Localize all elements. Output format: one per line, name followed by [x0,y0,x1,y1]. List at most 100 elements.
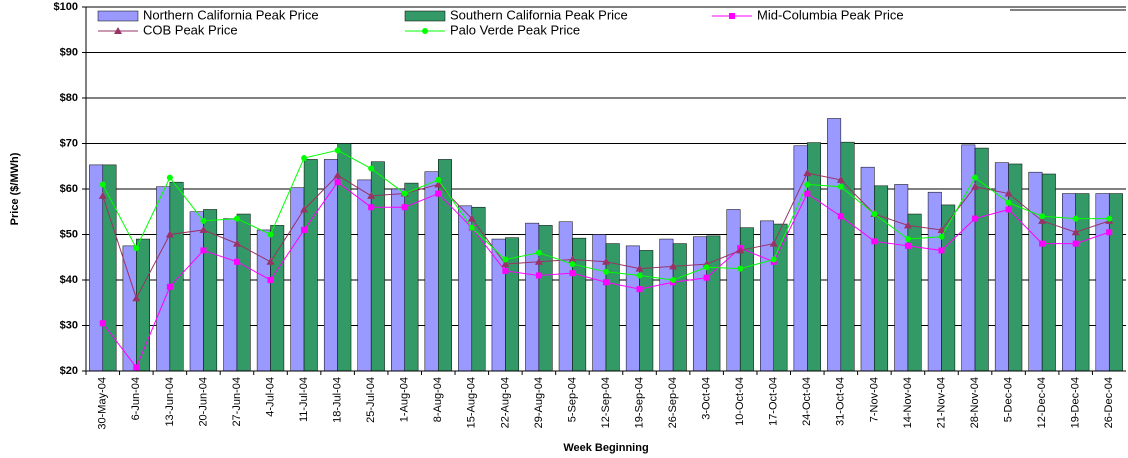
bar [726,209,741,372]
x-tick-label: 12-Sep-04 [600,377,612,428]
marker [301,226,308,233]
marker [938,247,945,254]
marker [535,272,542,279]
x-tick-label: 8-Aug-04 [432,377,444,422]
bar [793,145,808,372]
bar [840,141,855,372]
bar [827,118,842,372]
marker [1005,199,1012,206]
bar [538,225,553,372]
marker [133,364,140,371]
marker [1072,215,1079,222]
y-tick-label: $30 [60,319,78,331]
x-tick-label: 14-Nov-04 [902,377,914,428]
legend-label: COB Peak Price [143,22,238,37]
x-tick-label: 20-Jun-04 [197,377,209,427]
marker [603,279,609,286]
x-tick-label: 28-Nov-04 [969,377,981,428]
y-tick-label: $40 [60,274,78,286]
marker [804,181,811,188]
marker [199,225,208,233]
x-tick-label: 10-Oct-04 [734,377,746,426]
marker [1039,240,1046,247]
marker [266,257,275,265]
legend-swatch [97,10,139,22]
marker [568,255,577,263]
marker [836,175,845,183]
x-tick-label: 26-Dec-04 [1103,377,1115,428]
bar [927,191,942,372]
marker [972,215,979,222]
bar [156,186,171,372]
marker [871,238,878,245]
marker [803,169,812,177]
legend-label: Northern California Peak Price [143,7,319,22]
marker [703,264,710,271]
y-tick-label: $60 [60,183,78,195]
bar [692,236,707,372]
x-tick-label: 6-Jun-04 [130,377,142,420]
marker [467,214,476,222]
marker [401,190,408,197]
marker [670,277,677,283]
marker [1038,216,1047,224]
marker [166,283,173,290]
legend-marker [114,27,122,34]
x-tick-label: 24-Oct-04 [801,377,813,426]
marker [166,174,173,181]
marker [133,245,140,252]
x-tick-label: 21-Nov-04 [935,377,947,428]
marker [669,262,678,270]
bar [370,161,385,372]
marker [501,260,510,268]
x-tick-label: 13-Jun-04 [164,377,176,427]
legend-bg [96,9,396,23]
marker [904,236,911,243]
bar [860,166,875,372]
legend-label: Southern California Peak Price [450,7,628,22]
marker [1106,215,1113,222]
x-tick-label: 25-Jul-04 [365,377,377,423]
x-tick-label: 27-Jun-04 [231,377,243,427]
bar [807,142,821,372]
marker [99,181,106,188]
y-tick-label: $50 [60,228,78,240]
legend-bg [403,9,703,23]
bar [659,238,674,372]
x-tick-label: 15-Aug-04 [466,377,478,428]
bar [974,147,989,372]
bar [1028,171,1043,372]
bar [236,213,251,372]
marker [535,249,542,256]
marker [99,320,106,327]
marker [1071,228,1080,236]
y-tick-label: $80 [60,92,78,104]
marker [904,242,911,249]
bar [706,235,721,372]
marker [769,239,778,247]
marker [300,205,309,213]
x-tick-label: 5-Sep-04 [566,377,578,422]
marker [232,239,241,247]
marker [636,272,643,279]
marker [971,182,980,190]
marker [468,224,475,231]
legend-bg [710,9,1010,23]
marker [534,257,543,265]
marker [736,246,745,254]
x-tick-label: 29-Aug-04 [533,377,545,428]
marker [1039,213,1046,220]
bar [672,243,687,372]
marker [434,180,443,188]
bar [203,209,218,372]
marker [569,270,576,277]
bar [290,187,305,372]
bar [558,221,573,372]
marker [1072,240,1079,247]
bar [894,184,909,372]
marker [233,258,240,265]
marker [972,174,979,181]
marker [334,147,341,154]
marker [770,256,777,263]
